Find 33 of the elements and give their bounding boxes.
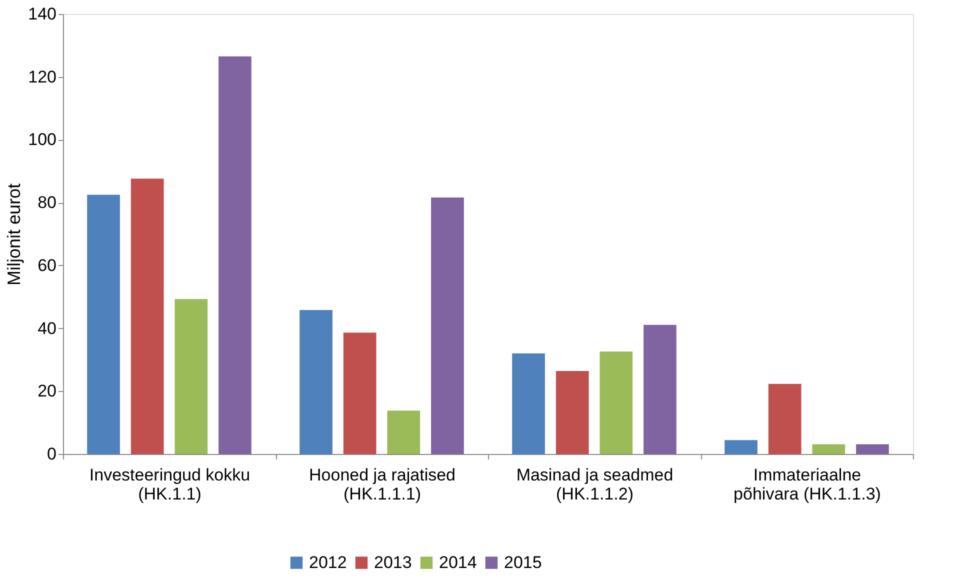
- y-axis-title: Miljonit eurot: [4, 183, 24, 286]
- bar: [600, 352, 633, 454]
- bar: [812, 444, 846, 454]
- legend-label: 2015: [504, 552, 542, 572]
- bar: [431, 198, 464, 454]
- y-tick-label: 100: [28, 130, 56, 150]
- y-tick-label: 20: [38, 382, 56, 401]
- y-tick-label: 40: [38, 318, 56, 338]
- x-tick-label: Hooned ja rajatised (HK.1.1.1): [309, 466, 456, 504]
- bar: [130, 178, 164, 454]
- legend-label: 2013: [374, 552, 412, 572]
- bar: [644, 324, 676, 454]
- x-tick-label: Immateriaalne põhivara (HK.1.1.3): [734, 466, 881, 504]
- legend-label: 2014: [439, 552, 477, 572]
- bar: [512, 353, 545, 454]
- legend-label: 2012: [309, 552, 347, 572]
- bar: [556, 371, 589, 454]
- y-tick-label: 0: [47, 444, 56, 464]
- y-tick-label: 60: [38, 256, 56, 275]
- y-tick-label: 80: [38, 193, 56, 212]
- y-tick-label: 140: [28, 4, 56, 24]
- bar: [768, 384, 802, 454]
- bar: [387, 410, 420, 454]
- bar: [87, 194, 120, 454]
- bar: [343, 332, 376, 454]
- bar: [300, 310, 332, 454]
- bar: [724, 440, 758, 454]
- x-tick-label: Investeeringud kokku (HK.1.1): [89, 466, 250, 504]
- bar: [218, 56, 252, 454]
- bar: [856, 444, 889, 454]
- bar: [174, 299, 208, 454]
- y-tick-label: 120: [28, 67, 56, 86]
- x-tick-label: Masinad ja seadmed (HK.1.1.2): [516, 466, 674, 504]
